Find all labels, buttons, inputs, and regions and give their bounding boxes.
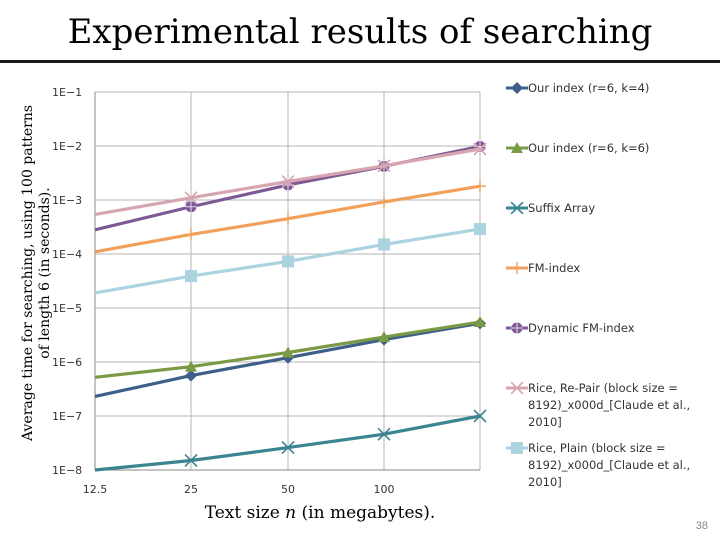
y-tick-label: 1E−4 xyxy=(52,248,82,261)
y-tick-label: 1E−7 xyxy=(52,410,82,423)
data-point xyxy=(282,255,294,268)
data-point xyxy=(378,238,390,251)
legend-label: Our index (r=6, k=6) xyxy=(528,141,650,155)
y-axis-title-wrap: Average time for searching, using 100 pa… xyxy=(20,96,60,450)
data-point xyxy=(378,195,390,208)
slide-title: Experimental results of searching xyxy=(67,12,653,52)
legend-marker xyxy=(511,82,523,94)
y-tick-label: 1E−6 xyxy=(52,356,82,369)
legend-label: Dynamic FM-index xyxy=(528,321,635,335)
legend-symbol xyxy=(506,262,528,274)
x-axis-title-variable: n xyxy=(285,503,297,523)
series-4 xyxy=(94,140,486,232)
legend-marker-detail xyxy=(511,322,523,334)
legend-symbol xyxy=(506,322,528,334)
data-point xyxy=(281,441,295,455)
legend-symbol xyxy=(506,82,528,94)
data-point xyxy=(185,270,197,283)
data-point xyxy=(474,316,486,328)
legend-label: Our index (r=6, k=4) xyxy=(528,81,650,95)
data-point xyxy=(473,409,487,423)
data-point xyxy=(473,142,487,156)
y-axis-title: Average time for searching, using 100 pa… xyxy=(20,104,53,442)
data-point xyxy=(184,453,198,468)
data-point xyxy=(184,191,198,205)
x-axis-title: Text size n (in megabytes). xyxy=(200,503,440,523)
legend-marker xyxy=(510,202,524,214)
data-point xyxy=(282,346,294,358)
x-tick-label: 50 xyxy=(281,483,295,496)
series-2 xyxy=(94,409,487,472)
data-point xyxy=(377,159,391,173)
legend-symbol xyxy=(506,142,528,153)
data-point xyxy=(281,174,295,189)
legend-marker xyxy=(511,262,523,274)
legend-marker xyxy=(510,382,524,394)
legend-label: Rice, Plain (block size = 8192)_x000d_[C… xyxy=(528,441,691,489)
page-number: 38 xyxy=(695,520,708,532)
series-6 xyxy=(94,223,486,295)
data-point-detail xyxy=(185,200,197,213)
x-tick-label: 25 xyxy=(184,483,198,496)
y-tick-label: 1E−3 xyxy=(52,194,82,207)
legend-marker xyxy=(511,442,523,454)
y-tick-label: 1E−1 xyxy=(52,86,82,99)
data-point xyxy=(474,223,486,236)
data-point xyxy=(185,228,197,241)
legend-marker xyxy=(511,142,523,153)
legend-label: FM-index xyxy=(528,261,581,275)
series-1 xyxy=(94,316,486,379)
y-tick-label: 1E−5 xyxy=(52,302,82,315)
legend-label: Rice, Re-Pair (block size = 8192)_x000d_… xyxy=(528,381,691,429)
data-point xyxy=(282,212,294,225)
data-point xyxy=(377,427,391,441)
series-3 xyxy=(94,180,486,254)
x-axis-title-part: Text size xyxy=(204,503,286,523)
series-5 xyxy=(94,142,487,217)
x-tick-label: 100 xyxy=(374,483,395,496)
y-tick-label: 1E−2 xyxy=(52,140,82,153)
legend-symbol xyxy=(506,382,528,394)
x-tick-label: 12.5 xyxy=(83,483,108,496)
data-point xyxy=(185,360,197,372)
data-point xyxy=(185,369,197,382)
y-tick-label: 1E−8 xyxy=(52,464,82,477)
data-point xyxy=(378,331,390,343)
title-divider xyxy=(0,60,720,63)
legend-symbol xyxy=(506,202,528,214)
x-axis-title-part: (in megabytes). xyxy=(296,503,436,523)
data-point xyxy=(474,180,486,193)
legend-symbol xyxy=(506,442,528,454)
legend-label: Suffix Array xyxy=(528,201,596,215)
